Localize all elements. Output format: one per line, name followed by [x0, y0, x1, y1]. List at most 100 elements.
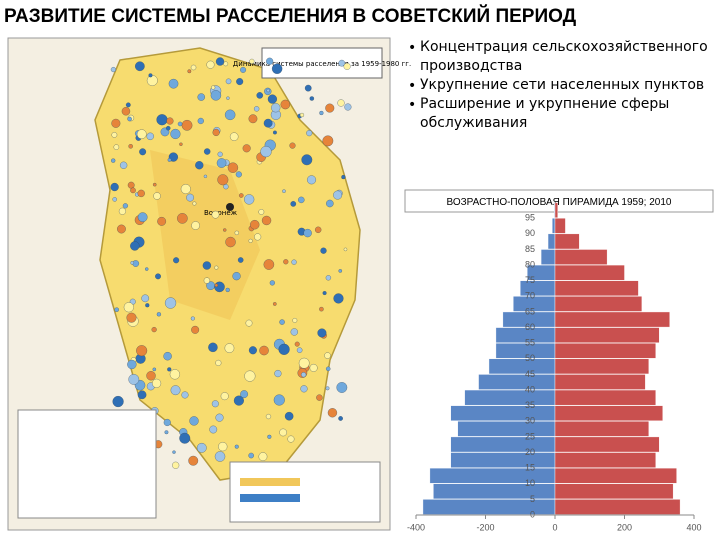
settlement — [203, 148, 211, 155]
settlement — [155, 273, 161, 280]
bullet-mark: • — [408, 78, 416, 94]
settlement — [273, 130, 277, 135]
settlement — [280, 99, 291, 110]
slide-title: РАЗВИТИЕ СИСТЕМЫ РАССЕЛЕНИЯ В СОВЕТСКИЙ … — [4, 5, 577, 27]
settlement — [215, 413, 224, 422]
settlement — [130, 187, 136, 194]
x-tick-label: 0 — [552, 522, 557, 532]
settlement — [113, 144, 120, 150]
settlement — [290, 328, 298, 336]
settlement — [208, 342, 218, 353]
settlement — [211, 85, 216, 90]
bullet-mark: • — [408, 40, 416, 56]
settlement — [324, 352, 331, 359]
settlement — [145, 267, 149, 271]
settlement — [325, 366, 331, 372]
settlement — [111, 158, 116, 163]
y-tick-label: 75 — [525, 275, 535, 285]
settlement — [225, 78, 232, 85]
settlement — [316, 394, 323, 401]
x-tick-label: -400 — [407, 522, 425, 532]
settlement — [299, 112, 305, 118]
settlement — [181, 391, 189, 399]
settlement — [235, 171, 242, 178]
bar — [554, 499, 681, 515]
y-tick-label: 45 — [525, 369, 535, 379]
settlement — [338, 269, 343, 273]
settlement — [333, 190, 343, 200]
settlement — [172, 461, 180, 469]
settlement — [111, 118, 121, 128]
bar — [554, 264, 625, 281]
settlement — [260, 146, 272, 158]
settlement — [292, 318, 298, 323]
settlement — [212, 128, 220, 136]
settlement — [306, 130, 313, 137]
x-tick-label: 400 — [686, 522, 701, 532]
settlement — [236, 78, 244, 86]
settlement — [127, 116, 132, 122]
settlement — [164, 430, 169, 435]
bar — [450, 405, 556, 421]
settlement — [240, 66, 247, 73]
settlement — [274, 370, 282, 378]
settlement — [223, 61, 229, 67]
settlement — [319, 306, 324, 312]
settlement — [146, 132, 154, 141]
settlement — [303, 228, 312, 238]
settlement — [166, 117, 174, 125]
settlement — [224, 109, 236, 121]
settlement — [179, 142, 183, 146]
settlement — [229, 132, 239, 141]
settlement — [214, 265, 219, 270]
bar — [554, 342, 656, 359]
settlement — [153, 192, 161, 200]
settlement — [179, 432, 191, 444]
settlement — [156, 114, 168, 126]
settlement — [188, 455, 199, 466]
x-tick-label: -200 — [476, 522, 494, 532]
settlement — [128, 144, 133, 149]
settlement — [326, 199, 334, 208]
y-tick-label: 30 — [525, 416, 535, 426]
settlement — [152, 182, 157, 187]
settlement — [112, 197, 117, 202]
settlement — [320, 247, 327, 254]
bar — [552, 218, 556, 234]
y-tick-label: 85 — [525, 244, 535, 254]
settlement — [301, 372, 307, 378]
settlement — [202, 261, 212, 270]
settlement — [121, 107, 131, 116]
bar — [433, 483, 556, 500]
settlement — [187, 69, 192, 74]
settlement — [269, 280, 275, 286]
y-tick-label: 5 — [530, 494, 535, 504]
settlement — [122, 203, 128, 209]
bar — [554, 421, 650, 437]
settlement — [282, 189, 286, 193]
settlement — [248, 238, 253, 243]
bar — [554, 327, 660, 343]
settlement — [137, 189, 145, 198]
bar — [554, 218, 566, 234]
settlement — [215, 359, 222, 366]
settlement — [325, 386, 330, 391]
settlement — [146, 371, 156, 381]
settlement — [223, 228, 227, 232]
settlement — [333, 293, 344, 304]
settlement — [189, 416, 199, 426]
settlement — [253, 106, 260, 112]
settlement — [278, 343, 290, 355]
settlement — [227, 162, 239, 173]
settlement — [343, 62, 351, 70]
settlement — [112, 395, 124, 408]
settlement — [259, 345, 269, 356]
settlement — [210, 90, 222, 101]
x-tick-label: 200 — [617, 522, 632, 532]
settlement — [322, 135, 334, 147]
y-tick-label: 60 — [525, 322, 535, 332]
bar — [554, 483, 674, 500]
settlement — [233, 395, 244, 406]
settlement — [146, 75, 158, 86]
